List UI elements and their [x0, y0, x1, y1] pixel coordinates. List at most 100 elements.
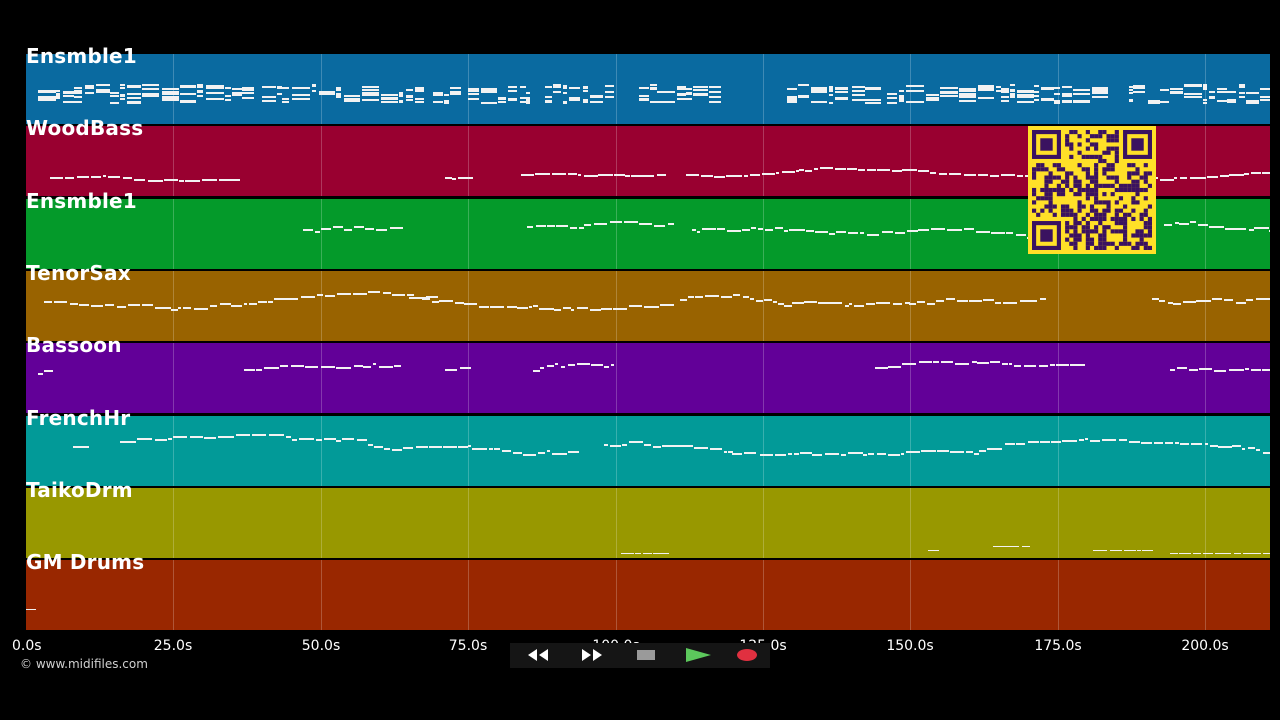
midi-note — [863, 454, 867, 456]
midi-note — [206, 85, 224, 87]
midi-note — [292, 439, 297, 441]
midi-note — [337, 293, 351, 295]
midi-note — [277, 86, 282, 88]
midi-note — [577, 307, 588, 309]
midi-note — [197, 91, 203, 93]
midi-note — [520, 86, 526, 88]
midi-note — [906, 90, 924, 92]
midi-note — [65, 177, 74, 179]
time-tick-label: 25.0s — [153, 638, 193, 654]
midi-note — [162, 96, 179, 98]
midi-note — [108, 176, 120, 178]
midi-note — [517, 307, 528, 309]
track-lane[interactable] — [26, 271, 1270, 341]
midi-note — [1251, 172, 1261, 174]
track-name-label: GM Drums — [26, 550, 145, 574]
midi-note — [1001, 88, 1009, 90]
midi-note — [583, 99, 588, 101]
midi-note — [407, 294, 414, 296]
midi-note — [553, 86, 561, 88]
midi-note — [56, 93, 60, 95]
midi-note — [1224, 299, 1233, 301]
grid-line — [763, 560, 764, 630]
midi-note — [1014, 365, 1021, 367]
midi-note — [458, 177, 473, 179]
track-lane[interactable] — [26, 488, 1270, 558]
midi-note — [508, 86, 517, 88]
midi-note — [452, 178, 456, 180]
midi-note — [1170, 553, 1178, 554]
midi-note — [468, 93, 479, 95]
midi-note — [613, 308, 627, 310]
midi-note — [921, 450, 936, 452]
track-name-label: Bassoon — [26, 333, 122, 357]
grid-line — [616, 560, 617, 630]
midi-note — [545, 101, 552, 103]
midi-note — [629, 441, 643, 443]
midi-note — [535, 173, 550, 175]
track-lane[interactable] — [26, 343, 1270, 413]
midi-note — [489, 448, 493, 450]
midi-note — [835, 98, 848, 100]
midi-note — [460, 367, 471, 369]
midi-note — [959, 90, 976, 92]
midi-note — [882, 231, 893, 233]
midi-note — [325, 295, 335, 297]
midi-note — [1006, 232, 1013, 234]
midi-note — [835, 87, 848, 89]
midi-note — [180, 101, 196, 103]
midi-note — [1222, 553, 1231, 554]
midi-note — [38, 98, 56, 100]
midi-note — [284, 298, 298, 300]
midi-note — [590, 96, 603, 98]
grid-line — [1205, 126, 1206, 196]
grid-line — [1058, 343, 1059, 413]
midi-note — [604, 444, 608, 446]
midi-note — [610, 445, 621, 447]
midi-note — [653, 553, 669, 554]
midi-note — [724, 451, 727, 453]
rewind-button[interactable] — [514, 644, 562, 666]
midi-note — [1207, 176, 1218, 178]
midi-note — [901, 453, 904, 455]
midi-note — [433, 92, 443, 94]
midi-note — [85, 85, 94, 87]
midi-note — [978, 97, 994, 99]
midi-note — [1129, 89, 1133, 91]
midi-note — [1070, 364, 1085, 366]
track-lane[interactable] — [26, 54, 1270, 124]
grid-line — [1205, 488, 1206, 558]
midi-note — [787, 101, 797, 103]
track-lane[interactable] — [26, 416, 1270, 486]
grid-line — [321, 271, 322, 341]
midi-note — [829, 86, 833, 88]
stop-button[interactable] — [624, 644, 668, 666]
stop-icon — [637, 650, 655, 660]
midi-note — [220, 303, 231, 305]
midi-note — [415, 90, 424, 92]
play-button[interactable] — [676, 644, 720, 666]
midi-note — [481, 91, 497, 93]
midi-note — [242, 92, 254, 94]
midi-note — [74, 101, 82, 103]
midi-note — [765, 229, 773, 231]
midi-note — [568, 173, 577, 175]
midi-note — [926, 99, 939, 101]
midi-note — [450, 87, 461, 89]
midi-note — [836, 231, 846, 233]
midi-note — [1212, 298, 1222, 300]
midi-note — [225, 87, 231, 89]
midi-note — [1260, 88, 1270, 90]
midi-note — [983, 299, 994, 301]
grid-line — [910, 343, 911, 413]
midi-note — [854, 305, 864, 307]
grid-line — [173, 416, 174, 486]
midi-note — [677, 98, 686, 100]
midi-note — [614, 174, 625, 176]
midi-note — [701, 175, 713, 177]
fast-forward-button[interactable] — [570, 644, 614, 666]
record-button[interactable] — [726, 644, 768, 666]
track-lane[interactable] — [26, 560, 1270, 630]
midi-note — [206, 98, 224, 100]
midi-note — [498, 98, 506, 100]
